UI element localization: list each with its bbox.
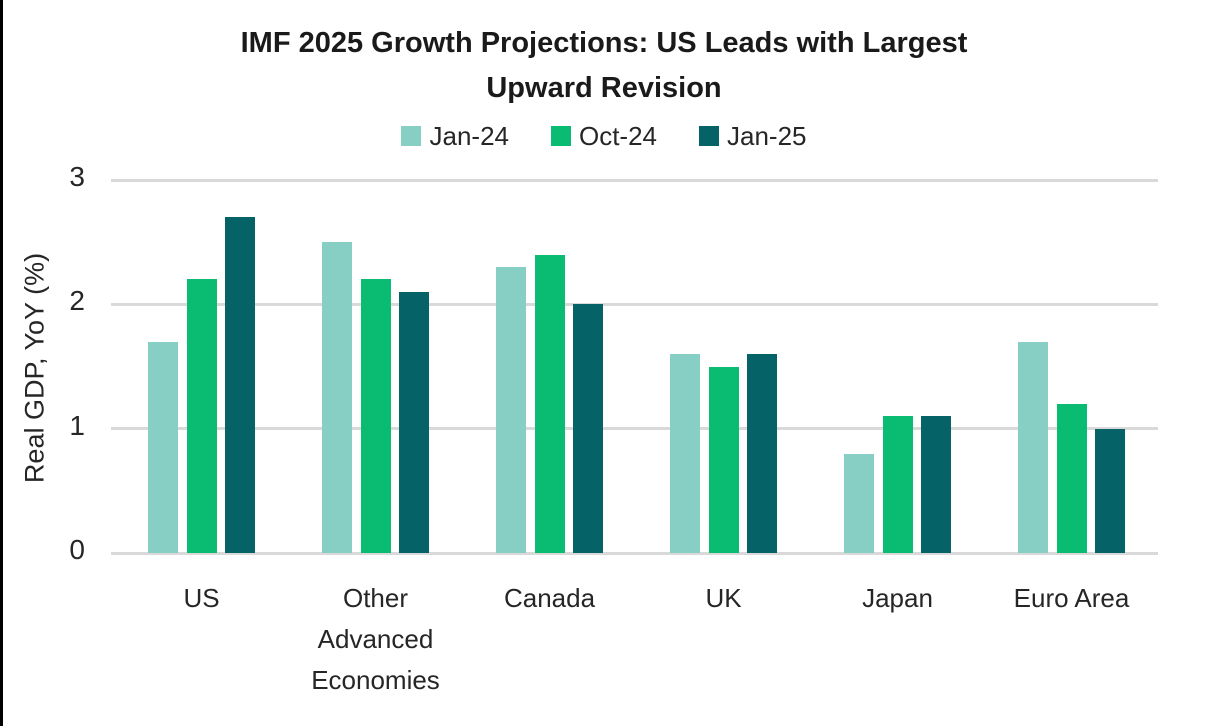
bar-oct-24-other-advanced-economies (360, 279, 391, 553)
x-category-label-other-advanced-economies: Other Advanced Economies (311, 583, 440, 695)
gridline-y-2 (111, 302, 1158, 306)
x-category-label-canada: Canada (503, 583, 596, 613)
legend-item-oct-24: Oct-24 (550, 120, 658, 152)
x-category-label-euro-area: Euro Area (1013, 583, 1130, 613)
bar-jan-25-japan (921, 416, 951, 553)
legend-label: Jan-24 (429, 120, 509, 151)
bar-oct-24-us (186, 279, 217, 553)
y-tick-label-2: 2 (69, 285, 85, 317)
bar-jan-24-canada (496, 267, 526, 553)
bar-jan-24-other-advanced-economies (322, 242, 352, 553)
bar-jan-25-euro-area (1095, 428, 1125, 553)
gridline-y-0 (111, 551, 1158, 555)
x-category-label-japan: Japan (862, 583, 933, 613)
x-category-label-uk: UK (705, 583, 742, 613)
legend: Jan-24 Oct-24 Jan-25 (3, 121, 1205, 152)
legend-swatch-oct-24 (550, 126, 571, 147)
legend-swatch-jan-24 (401, 126, 422, 147)
bar-oct-24-euro-area (1056, 403, 1087, 553)
legend-label: Oct-24 (578, 120, 658, 151)
bar-jan-25-us (225, 217, 255, 553)
gridline-y-3 (111, 178, 1158, 182)
y-axis-title: Real GDP, YoY (%) (19, 252, 50, 484)
legend-item-jan-24: Jan-24 (401, 121, 509, 152)
bar-jan-25-other-advanced-economies (399, 291, 429, 553)
x-category-label-us: US (183, 583, 220, 613)
legend-item-jan-25: Jan-25 (699, 121, 807, 152)
bar-oct-24-uk (708, 366, 739, 553)
bar-oct-24-japan (882, 416, 913, 553)
chart-title: IMF 2025 Growth Projections: US Leads wi… (240, 27, 968, 104)
bar-jan-24-euro-area (1018, 341, 1048, 553)
y-tick-label-3: 3 (69, 161, 85, 192)
bar-jan-24-japan (844, 453, 874, 553)
legend-swatch-jan-25 (699, 126, 720, 147)
bar-jan-25-uk (747, 354, 777, 553)
bar-jan-24-uk (670, 354, 700, 553)
legend-label: Jan-25 (727, 120, 807, 151)
y-tick-label-0: 0 (69, 534, 85, 565)
y-tick-label-1: 1 (69, 409, 85, 441)
gridline-y-1 (111, 427, 1158, 431)
bar-oct-24-canada (534, 254, 565, 553)
bar-jan-25-canada (573, 304, 603, 553)
bar-jan-24-us (148, 341, 178, 553)
